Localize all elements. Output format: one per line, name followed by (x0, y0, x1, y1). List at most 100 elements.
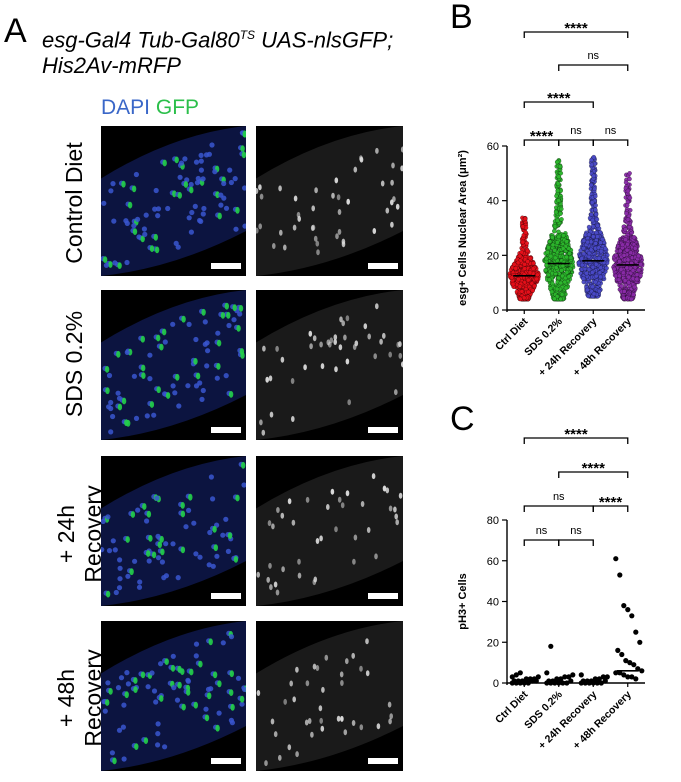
data-point (509, 275, 515, 280)
gfp-cell (226, 311, 231, 319)
dapi-nucleus (108, 405, 114, 412)
gfp-cell (142, 503, 147, 510)
gfp-cell (283, 698, 287, 705)
dapi-nucleus (189, 209, 195, 216)
dapi-nucleus (125, 573, 131, 579)
gfp-cell (291, 416, 295, 422)
gfp-cell (140, 335, 145, 343)
dapi-nucleus (121, 756, 127, 762)
gfp-cell (175, 373, 180, 381)
data-point (558, 170, 564, 176)
tissue-region (101, 621, 246, 771)
data-point (627, 171, 632, 176)
dapi-nucleus (200, 176, 206, 182)
dapi-nucleus (117, 565, 123, 571)
dapi-nucleus (131, 373, 137, 379)
dapi-nucleus (155, 555, 162, 561)
gfp-cell (347, 399, 351, 406)
data-point (531, 260, 536, 266)
gfp-cell (283, 244, 287, 251)
data-point (585, 287, 590, 293)
dapi-nucleus (218, 202, 224, 208)
gfp-cell (316, 249, 320, 256)
dapi-nucleus (198, 167, 204, 173)
gfp-cell (183, 181, 189, 188)
gfp-cell (220, 312, 226, 319)
dapi-nucleus (192, 203, 198, 209)
y-tick-label: 40 (487, 597, 499, 609)
gfp-cell (256, 690, 261, 696)
gfp-cell (177, 192, 182, 199)
tissue-region (256, 456, 403, 606)
dapi-nucleus (202, 319, 208, 325)
dapi-nucleus (223, 516, 229, 522)
data-point (629, 296, 634, 302)
data-point (535, 272, 540, 278)
gfp-cell (208, 638, 213, 646)
gfp-cell (134, 743, 139, 750)
dapi-nucleus (188, 181, 194, 188)
dapi-nucleus (176, 403, 182, 409)
gfp-cell (400, 165, 403, 172)
dapi-nucleus (204, 340, 210, 346)
significance-label: ns (570, 125, 582, 137)
gfp-cell (313, 235, 318, 242)
gfp-cell (204, 714, 210, 722)
data-point (593, 273, 599, 279)
gfp-cell (279, 229, 283, 236)
gfp-cell (153, 233, 158, 241)
dapi-nucleus (117, 557, 123, 563)
scale-bar (368, 263, 398, 269)
data-point (636, 267, 642, 273)
dapi-nucleus (145, 684, 151, 690)
gfp-cell (367, 333, 371, 340)
dapi-nucleus (228, 179, 234, 186)
data-point (547, 277, 552, 283)
data-point (622, 278, 628, 283)
data-point (600, 674, 606, 680)
dapi-nucleus (207, 529, 213, 536)
gfp-cell (312, 663, 317, 670)
data-point (555, 218, 560, 223)
gfp-cell (240, 145, 245, 153)
gfp-cell (359, 665, 363, 672)
gfp-cell (341, 238, 346, 245)
data-point (621, 672, 627, 678)
data-point (576, 260, 582, 266)
dapi-nucleus (124, 670, 130, 676)
data-point (626, 274, 632, 280)
data-point (586, 224, 592, 230)
dapi-nucleus (223, 373, 229, 379)
gfp-cell (389, 713, 393, 720)
scale-bar (211, 758, 241, 764)
data-point (594, 217, 600, 222)
dapi-nucleus (242, 686, 246, 692)
gfp-cell (228, 391, 234, 398)
gfp-cell (212, 525, 217, 533)
gfp-cell (162, 159, 167, 167)
dapi-nucleus (216, 710, 222, 716)
data-point (617, 248, 623, 254)
gfp-cell (159, 535, 164, 543)
gfp-cell (213, 544, 218, 552)
data-point (558, 280, 564, 286)
gfp-cell (376, 723, 381, 730)
data-point (591, 154, 597, 160)
gfp-cell (393, 506, 397, 513)
y-axis-label: pH3+ Cells (457, 573, 469, 630)
dapi-nucleus (227, 167, 233, 173)
gfp-cell (297, 558, 301, 565)
gfp-cell (195, 372, 201, 380)
data-point (564, 254, 569, 260)
gfp-cell (140, 671, 146, 679)
data-point (566, 674, 572, 680)
data-point (636, 253, 641, 259)
panel-letter-b: B (450, 0, 473, 36)
gfp-cell (336, 715, 341, 722)
gfp-cell (217, 212, 222, 220)
gfp-cell (374, 553, 378, 560)
dapi-nucleus (186, 321, 192, 327)
data-point (631, 662, 637, 668)
micrograph-24h-gfp (256, 456, 403, 606)
